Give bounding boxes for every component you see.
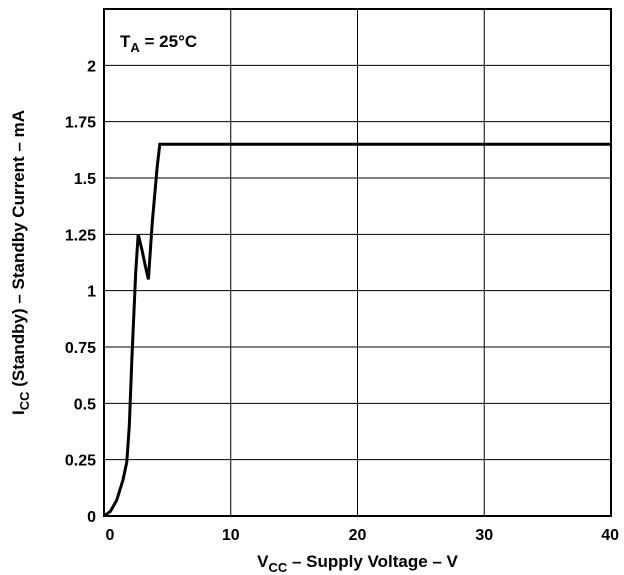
x-tick-label: 40 <box>601 527 619 544</box>
x-tick-label: 30 <box>475 527 493 544</box>
y-tick-label: 1.25 <box>65 227 96 244</box>
temperature-annotation: TA = 25°C <box>120 32 197 55</box>
y-axis-label: ICC (Standby) – Standby Current – mA <box>9 110 32 415</box>
y-tick-label: 2 <box>87 58 96 75</box>
x-tick-label: 0 <box>106 527 115 544</box>
x-tick-label: 10 <box>222 527 240 544</box>
x-tick-label: 20 <box>349 527 367 544</box>
grid <box>104 9 611 516</box>
y-tick-label: 1.75 <box>65 115 96 132</box>
y-tick-label: 0 <box>87 509 96 526</box>
y-tick-label: 0.25 <box>65 453 96 470</box>
y-tick-labels: 0 0.25 0.5 0.75 1 1.25 1.5 1.75 2 <box>65 58 96 526</box>
y-tick-label: 0.75 <box>65 340 96 357</box>
y-tick-label: 1.5 <box>74 171 96 188</box>
plot-frame <box>103 8 612 517</box>
series-line <box>103 142 611 518</box>
x-tick-labels: 0 10 20 30 40 <box>106 527 620 544</box>
x-axis-label: VCC – Supply Voltage – V <box>257 552 458 575</box>
y-tick-label: 1 <box>87 284 96 301</box>
y-tick-label: 0.5 <box>74 396 96 413</box>
